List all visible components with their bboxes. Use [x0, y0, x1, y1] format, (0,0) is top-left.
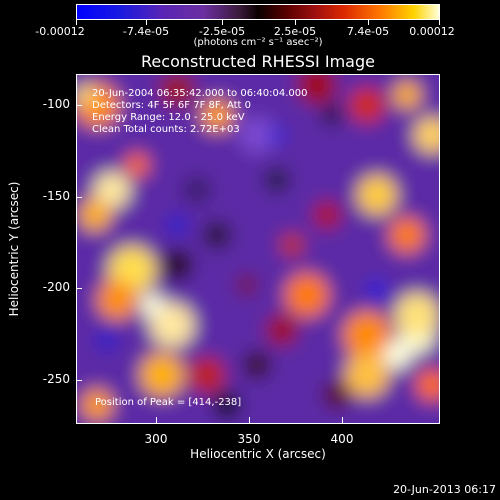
colorbar-tick: [439, 20, 440, 25]
intensity-blob: [140, 293, 164, 317]
colorbar-label: -2.5e-05: [198, 25, 246, 38]
info-detectors: Detectors: 4F 5F 6F 7F 8F, Att 0: [92, 100, 252, 111]
intensity-blob: [243, 351, 271, 379]
colorbar: [76, 4, 440, 20]
intensity-blob: [322, 105, 342, 125]
intensity-blob: [183, 176, 211, 204]
x-tick: [156, 417, 157, 423]
y-tick: [76, 380, 82, 381]
intensity-blob: [395, 293, 439, 337]
colorbar-tick: [146, 20, 147, 25]
x-tick-label: 400: [330, 432, 354, 446]
y-tick-label: -100: [42, 97, 70, 111]
y-tick: [76, 197, 82, 198]
intensity-blob: [213, 391, 241, 419]
intensity-blob: [97, 280, 137, 320]
intensity-blob: [79, 199, 111, 231]
intensity-blob: [297, 75, 337, 105]
colorbar-label: 2.5e-05: [273, 25, 317, 38]
info-time-range: 20-Jun-2004 06:35:42.000 to 06:40:04.000: [92, 88, 308, 99]
colorbar-tick: [76, 20, 77, 25]
intensity-blob: [416, 369, 439, 401]
intensity-blob: [77, 85, 95, 105]
y-axis-label: Heliocentric Y (arcsec): [7, 181, 21, 317]
info-energy-range: Energy Range: 12.0 - 25.0 keV: [92, 112, 245, 123]
x-tick: [342, 417, 343, 423]
intensity-blob: [269, 127, 285, 143]
intensity-blob: [280, 233, 304, 257]
x-tick-label: 350: [237, 432, 261, 446]
intensity-blob: [343, 311, 391, 359]
intensity-blob: [81, 389, 113, 421]
intensity-blob: [150, 303, 194, 347]
intensity-blob: [189, 357, 225, 393]
intensity-blob: [161, 249, 193, 281]
intensity-blob: [125, 153, 149, 177]
colorbar-tick: [295, 20, 296, 25]
x-tick: [249, 417, 250, 423]
intensity-blob: [414, 117, 439, 153]
colorbar-tick: [368, 20, 369, 25]
intensity-blob: [345, 353, 389, 397]
y-tick-label: -150: [42, 189, 70, 203]
intensity-blob: [140, 353, 184, 397]
x-axis-label: Heliocentric X (arcsec): [190, 447, 326, 461]
timestamp: 20-Jun-2013 06:17: [393, 483, 496, 496]
intensity-blob: [201, 99, 233, 131]
intensity-blob: [393, 81, 421, 109]
intensity-blob: [367, 280, 387, 300]
info-total-counts: Clean Total counts: 2.72E+03: [92, 124, 240, 135]
intensity-blob: [383, 341, 411, 369]
colorbar-label: -7.4e-05: [122, 25, 170, 38]
intensity-blob: [389, 217, 425, 253]
intensity-blob: [266, 314, 298, 346]
colorbar-label: 7.4e-05: [346, 25, 390, 38]
y-tick: [76, 288, 82, 289]
intensity-blob: [97, 330, 117, 350]
y-tick-label: -250: [42, 372, 70, 386]
intensity-blob: [159, 75, 195, 108]
y-tick: [76, 105, 82, 106]
intensity-blob: [167, 215, 187, 235]
intensity-blob: [203, 221, 231, 249]
intensity-blob: [323, 381, 351, 409]
x-tick-label: 300: [144, 432, 168, 446]
plot-area: [76, 74, 440, 424]
colorbar-gradient: [77, 5, 439, 19]
colorbar-label: -0.00012: [35, 25, 85, 38]
colorbar-tick: [222, 20, 223, 25]
intensity-blob: [349, 87, 385, 123]
intensity-blob: [265, 168, 289, 192]
y-tick-label: -200: [42, 280, 70, 294]
colorbar-label: 0.00012: [409, 25, 455, 38]
chart-title: Reconstructed RHESSI Image: [141, 52, 375, 71]
peak-position-label: Position of Peak = [414,-238]: [95, 397, 242, 408]
heatmap-image: [77, 75, 439, 423]
intensity-blob: [237, 275, 257, 295]
intensity-blob: [285, 273, 329, 317]
intensity-blob: [239, 117, 275, 153]
colorbar-units: (photons cm⁻² s⁻¹ asec⁻²): [193, 37, 323, 48]
intensity-blob: [94, 172, 130, 208]
intensity-blob: [313, 201, 341, 229]
intensity-blob: [357, 175, 397, 215]
